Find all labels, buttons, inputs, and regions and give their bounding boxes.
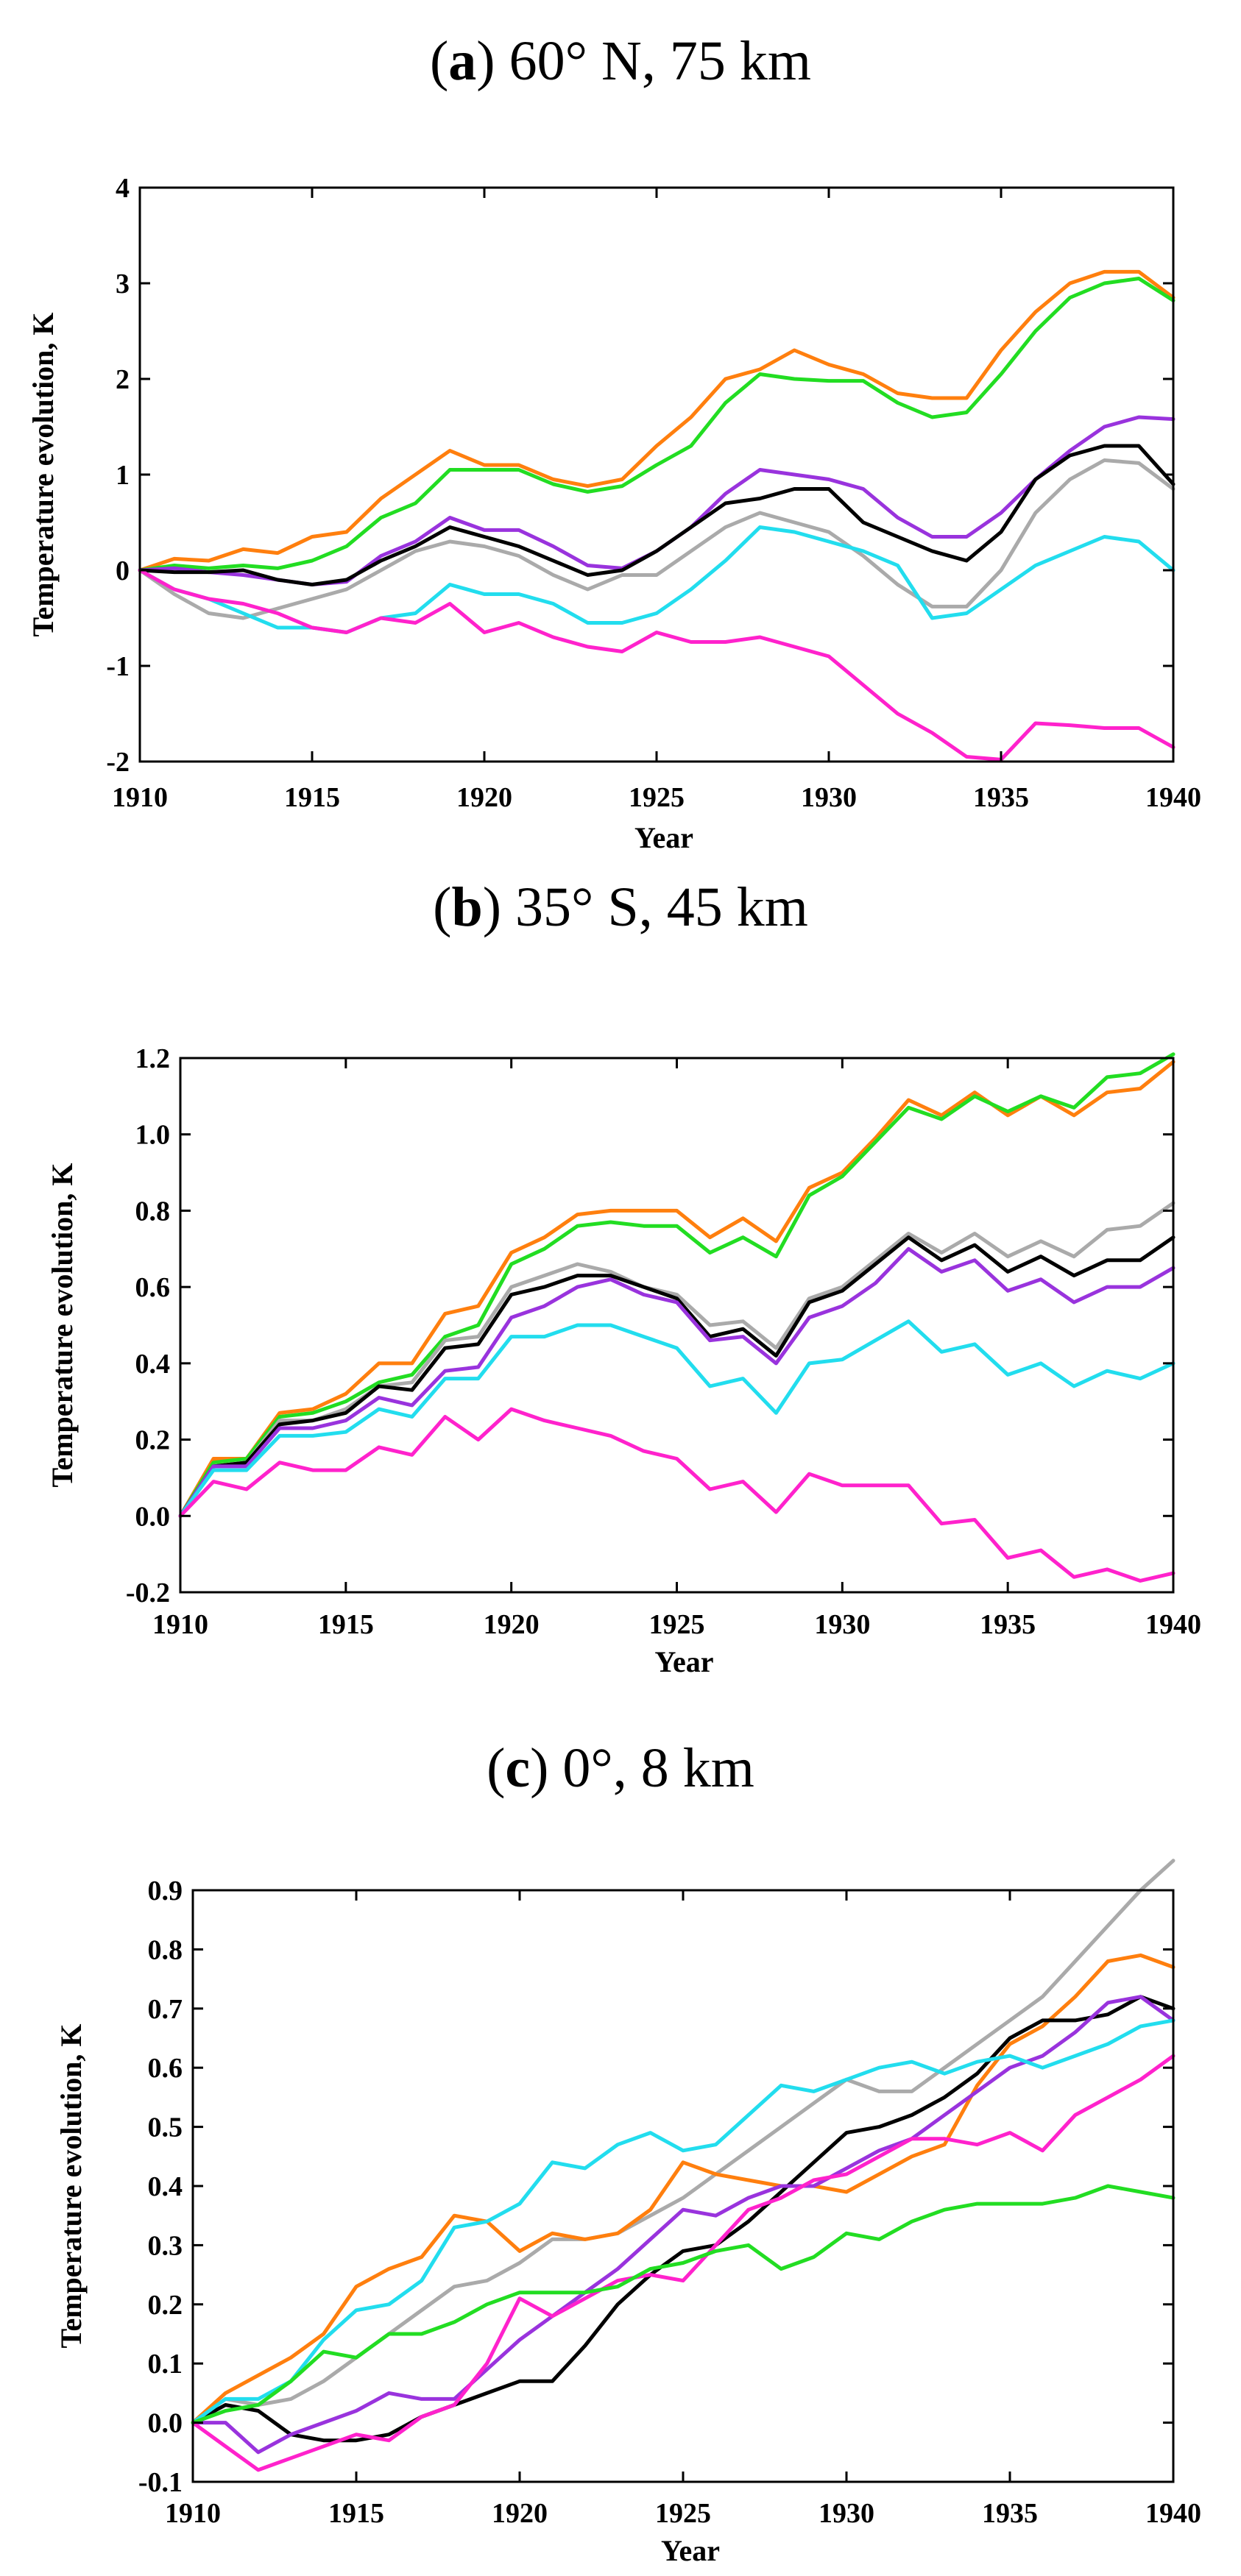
x-tick-label: 1915 bbox=[284, 782, 340, 813]
y-tick-label: 3 bbox=[116, 269, 130, 299]
series-line-green bbox=[191, 2184, 1175, 2425]
x-tick-label: 1915 bbox=[328, 2498, 384, 2529]
y-tick-label: -0.2 bbox=[126, 1578, 170, 1608]
panel-c-title-text: ) 0°, 8 km bbox=[530, 1737, 754, 1799]
y-tick-label: 0.0 bbox=[148, 2408, 183, 2439]
x-tick-label: 1925 bbox=[649, 1609, 705, 1640]
plot-frame bbox=[179, 1057, 1175, 1594]
x-tick-label: 1910 bbox=[112, 782, 168, 813]
series-line-black bbox=[191, 1995, 1175, 2443]
series-line-cyan bbox=[178, 1319, 1175, 1518]
y-tick-label: 0 bbox=[116, 556, 130, 586]
x-tick-label: 1915 bbox=[318, 1609, 374, 1640]
y-tick-label: 1.0 bbox=[135, 1120, 171, 1151]
series-line-orange bbox=[178, 1060, 1175, 1518]
plot-frame bbox=[138, 186, 1175, 763]
series-line-black bbox=[138, 444, 1175, 586]
y-tick-label: 0.4 bbox=[135, 1349, 171, 1380]
y-tick-label: 0.0 bbox=[135, 1501, 171, 1532]
series-line-black bbox=[178, 1235, 1175, 1518]
x-tick-label: 1925 bbox=[655, 2498, 711, 2529]
y-tick-label: 0.8 bbox=[135, 1196, 171, 1227]
y-tick-label: 0.5 bbox=[148, 2112, 183, 2143]
panel-a-title-open: ( bbox=[429, 30, 449, 92]
series-line-magenta bbox=[191, 2054, 1175, 2472]
panel-c-title-open: ( bbox=[487, 1737, 506, 1799]
y-tick-label: 0.8 bbox=[148, 1934, 183, 1965]
x-tick-label: 1940 bbox=[1145, 1609, 1201, 1640]
y-tick-label: 0.1 bbox=[148, 2349, 183, 2380]
series-line-magenta bbox=[138, 568, 1175, 762]
series-line-gray bbox=[138, 458, 1175, 620]
y-tick-label: 0.2 bbox=[135, 1425, 171, 1456]
y-tick-label: 0.3 bbox=[148, 2230, 183, 2261]
series-line-cyan bbox=[191, 2018, 1175, 2425]
panel-b-title-open: ( bbox=[433, 876, 452, 938]
panel-a: (a) 60° N, 75 km 1910 1915 1920 1925 1930 193… bbox=[0, 0, 1241, 854]
y-tick-label: 0.4 bbox=[148, 2171, 183, 2202]
chart-a: 1910 1915 1920 1925 1930 1935 1940 -2 -1 0 1 2 3 4 Yea… bbox=[26, 173, 1201, 854]
series-line-green bbox=[178, 1052, 1175, 1518]
y-axis-label: Temperature evolution, K bbox=[26, 312, 60, 636]
panel-b-letter: b bbox=[451, 876, 483, 938]
y-tick-label: 0.2 bbox=[148, 2290, 183, 2321]
x-axis-label: Year bbox=[634, 821, 693, 854]
series-line-orange bbox=[191, 1953, 1175, 2425]
series-line-magenta bbox=[178, 1407, 1175, 1583]
series-line-purple bbox=[178, 1246, 1175, 1518]
y-axis-label: Temperature evolution, K bbox=[46, 1163, 79, 1487]
x-tick-label: 1920 bbox=[492, 2498, 548, 2529]
y-tick-label: -2 bbox=[106, 747, 130, 778]
panel-c: (c) 0°, 8 km 1910 1915 1920 1925 1930 1935 194… bbox=[0, 1707, 1241, 2576]
y-tick-label: 1.2 bbox=[135, 1043, 171, 1074]
y-tick-label: 4 bbox=[116, 173, 130, 204]
x-tick-label: 1940 bbox=[1145, 2498, 1201, 2529]
y-tick-label: 0.6 bbox=[135, 1272, 171, 1303]
x-tick-label: 1935 bbox=[973, 782, 1029, 813]
x-tick-label: 1930 bbox=[819, 2498, 874, 2529]
y-tick-label: -1 bbox=[106, 651, 130, 682]
x-tick-label: 1920 bbox=[484, 1609, 540, 1640]
panel-a-title-text: ) 60° N, 75 km bbox=[476, 30, 811, 92]
y-tick-label: 2 bbox=[116, 364, 130, 395]
panel-b: (b) 35° S, 45 km 1910 1915 1920 1925 1930 193… bbox=[0, 846, 1241, 1707]
y-tick-label: 0.7 bbox=[148, 1994, 183, 2025]
y-axis-label: Temperature evolution, K bbox=[54, 2023, 88, 2348]
panel-b-title-text: ) 35° S, 45 km bbox=[482, 876, 808, 938]
x-axis-label: Year bbox=[661, 2534, 720, 2567]
x-tick-label: 1930 bbox=[801, 782, 857, 813]
chart-c: 1910 1915 1920 1925 1930 1935 1940 -0.1 0.0 0.1 0.… bbox=[54, 1859, 1201, 2567]
panel-a-title: (a) 60° N, 75 km bbox=[0, 29, 1241, 93]
series-line-orange bbox=[138, 269, 1175, 572]
series-line-purple bbox=[191, 1995, 1175, 2455]
y-tick-label: 1 bbox=[116, 460, 130, 491]
plot-frame bbox=[191, 1889, 1175, 2483]
x-tick-label: 1925 bbox=[629, 782, 685, 813]
x-tick-label: 1935 bbox=[980, 1609, 1036, 1640]
chart-b: 1910 1915 1920 1925 1930 1935 1940 -0.2 0.0 0.2 0.… bbox=[46, 1043, 1201, 1678]
x-tick-label: 1935 bbox=[982, 2498, 1038, 2529]
x-tick-label: 1910 bbox=[165, 2498, 221, 2529]
panel-c-letter: c bbox=[505, 1737, 531, 1799]
panel-c-title: (c) 0°, 8 km bbox=[0, 1736, 1241, 1800]
x-tick-label: 1940 bbox=[1145, 782, 1201, 813]
series-line-green bbox=[138, 277, 1175, 572]
x-tick-label: 1910 bbox=[152, 1609, 208, 1640]
panel-a-letter: a bbox=[448, 30, 477, 92]
y-tick-label: 0.9 bbox=[148, 1876, 183, 1906]
panel-b-title: (b) 35° S, 45 km bbox=[0, 876, 1241, 940]
series-line-gray bbox=[178, 1201, 1175, 1518]
y-tick-label: -0.1 bbox=[138, 2467, 183, 2498]
series-line-purple bbox=[138, 415, 1175, 586]
x-axis-label: Year bbox=[655, 1645, 714, 1678]
x-tick-label: 1920 bbox=[456, 782, 512, 813]
y-tick-label: 0.6 bbox=[148, 2053, 183, 2084]
x-tick-label: 1930 bbox=[814, 1609, 870, 1640]
